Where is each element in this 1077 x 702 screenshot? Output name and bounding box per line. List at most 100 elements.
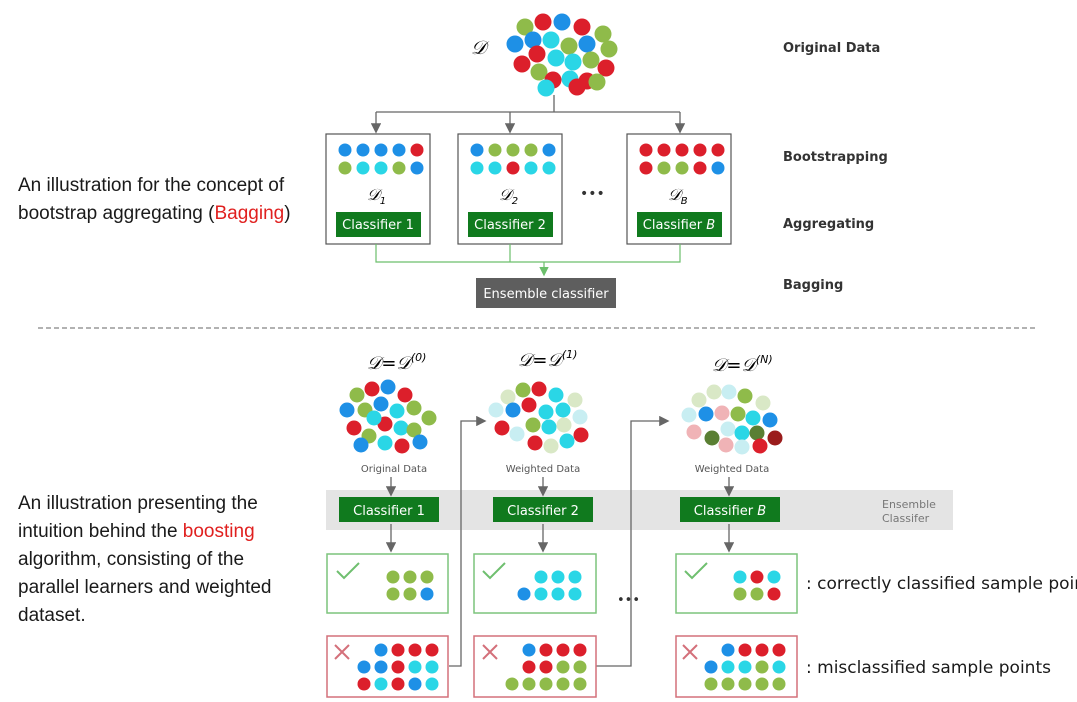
- boosting-result-dots: [358, 571, 786, 691]
- bootstrap-sample-point: [507, 162, 520, 175]
- bootstrap-sample-point: [525, 144, 538, 157]
- original-sample-point: [574, 19, 591, 36]
- original-sample-point: [595, 26, 612, 43]
- correct-sample-point: [751, 588, 764, 601]
- cross-icon: [683, 645, 697, 659]
- stage-1-sample-point: [495, 421, 510, 436]
- stage-0-sample-point: [413, 435, 428, 450]
- stage-1-sample-point: [573, 410, 588, 425]
- misclassified-sample-point: [557, 661, 570, 674]
- misclassified-sample-point: [557, 678, 570, 691]
- stage-1-sample-point: [557, 418, 572, 433]
- correct-sample-point: [552, 588, 565, 601]
- bootstrap-sample-point: [375, 144, 388, 157]
- stage-n-sample-point: [746, 411, 761, 426]
- stage-0-sample-point: [422, 411, 437, 426]
- stage-0-formula: 𝒟=𝒟(0): [367, 351, 426, 374]
- stage-1-sample-point: [522, 398, 537, 413]
- misclassified-sample-point: [392, 644, 405, 657]
- misclassified-sample-point: [557, 644, 570, 657]
- misclassified-sample-point: [722, 678, 735, 691]
- cross-icon: [335, 645, 349, 659]
- correct-sample-point: [518, 588, 531, 601]
- misclassified-sample-point: [540, 678, 553, 691]
- sample-symbol-2: 𝒟2: [499, 185, 518, 207]
- check-icon: [685, 563, 707, 578]
- label-bagging: Bagging: [783, 278, 843, 293]
- correct-sample-point: [569, 571, 582, 584]
- bagging-ellipsis: •••: [580, 186, 605, 202]
- correct-sample-point: [751, 571, 764, 584]
- stage-1-sample-point: [542, 420, 557, 435]
- bagging-section: 𝒟 Original Data Bootstrapping Aggregatin…: [326, 14, 888, 309]
- misclassified-sample-point: [756, 678, 769, 691]
- misclassified-sample-point: [574, 678, 587, 691]
- bootstrap-sample-point: [393, 162, 406, 175]
- stage-n-formula: 𝒟=𝒟(N): [712, 353, 773, 376]
- bootstrap-sample-point: [694, 162, 707, 175]
- legend-misclassified: : misclassified sample points: [806, 658, 1051, 678]
- stage-n-data-label: Weighted Data: [695, 464, 769, 475]
- bootstrap-sample-point: [676, 162, 689, 175]
- bagging-classifier-2-label: Classifier 2: [474, 218, 546, 233]
- stage-0-sample-point: [398, 388, 413, 403]
- stage-0-sample-point: [350, 388, 365, 403]
- correct-sample-point: [535, 588, 548, 601]
- original-sample-point: [538, 80, 555, 97]
- stage-0-sample-point: [354, 438, 369, 453]
- boosting-classifier-b-label: Classifier B: [694, 504, 766, 519]
- bootstrap-sample-point: [712, 162, 725, 175]
- correct-sample-point: [734, 571, 747, 584]
- stage-1-sample-point: [510, 427, 525, 442]
- misclassified-sample-point: [523, 678, 536, 691]
- misclassified-sample-point: [409, 678, 422, 691]
- stage-n-sample-point: [722, 385, 737, 400]
- bootstrap-sample-point: [543, 162, 556, 175]
- bootstrap-sample-point: [375, 162, 388, 175]
- bagging-caption: An illustration for the concept of boots…: [18, 172, 318, 228]
- stage-1-correct-box: [474, 554, 596, 613]
- boosting-caption: An illustration presenting the intuition…: [18, 490, 293, 630]
- stage-n-sample-point: [768, 431, 783, 446]
- stage-1-sample-point: [532, 382, 547, 397]
- misclassified-sample-point: [739, 661, 752, 674]
- bagging-classifier-1-label: Classifier 1: [342, 218, 414, 233]
- bootstrap-sample-point: [393, 144, 406, 157]
- ensemble-band-label-line1: Ensemble: [882, 498, 936, 511]
- bootstrap-dots: [339, 144, 725, 175]
- stage-n-correct-box: [676, 554, 797, 613]
- stage-0-sample-point: [395, 439, 410, 454]
- stage-n-sample-point: [715, 406, 730, 421]
- misclassified-sample-point: [705, 678, 718, 691]
- correct-sample-point: [404, 571, 417, 584]
- stage-1-sample-point: [556, 403, 571, 418]
- misclassified-sample-point: [426, 661, 439, 674]
- correct-sample-point: [387, 571, 400, 584]
- correct-sample-point: [552, 571, 565, 584]
- stage-1-formula: 𝒟=𝒟(1): [518, 348, 577, 371]
- misclassified-sample-point: [739, 644, 752, 657]
- stage-n-sample-point: [699, 407, 714, 422]
- legend-correct: : correctly classified sample points: [806, 574, 1077, 594]
- stage-0-sample-point: [340, 403, 355, 418]
- original-sample-point: [548, 50, 565, 67]
- original-sample-point: [589, 74, 606, 91]
- bootstrap-sample-point: [694, 144, 707, 157]
- bootstrap-sample-point: [712, 144, 725, 157]
- original-sample-point: [565, 54, 582, 71]
- boosting-classifier-2-label: Classifier 2: [507, 504, 579, 519]
- correct-sample-point: [535, 571, 548, 584]
- misclassified-sample-point: [358, 678, 371, 691]
- stage-0-sample-point: [365, 382, 380, 397]
- ensemble-band-label-line2: Classifer: [882, 512, 930, 525]
- stage-0-sample-point: [378, 436, 393, 451]
- stage-1-sample-point: [539, 405, 554, 420]
- misclassified-sample-point: [409, 661, 422, 674]
- misclassified-sample-point: [523, 661, 536, 674]
- stage-0-sample-point: [381, 380, 396, 395]
- stage-n-sample-point: [707, 385, 722, 400]
- sample-symbol-1: 𝒟1: [367, 185, 386, 207]
- bootstrap-sample-point: [357, 162, 370, 175]
- boosting-classifier-1-label: Classifier 1: [353, 504, 425, 519]
- correct-sample-point: [768, 571, 781, 584]
